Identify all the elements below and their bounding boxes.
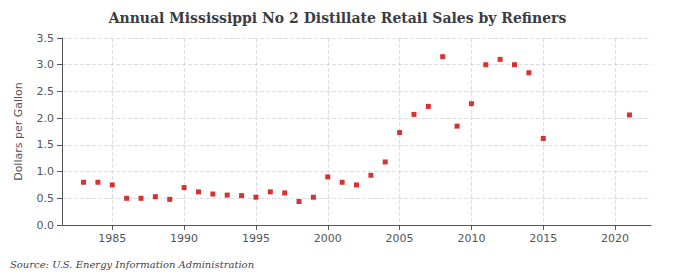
svg-text:2005: 2005 [386,232,414,245]
svg-text:3.0: 3.0 [37,58,55,71]
svg-text:2010: 2010 [457,232,485,245]
svg-text:1.0: 1.0 [37,165,55,178]
svg-text:1985: 1985 [98,232,126,245]
svg-text:2015: 2015 [529,232,557,245]
svg-text:1995: 1995 [242,232,270,245]
svg-text:Annual Mississippi No 2 Distil: Annual Mississippi No 2 Distillate Retai… [108,10,567,26]
svg-text:2020: 2020 [601,232,629,245]
svg-text:2000: 2000 [314,232,342,245]
svg-text:Dollars per Gallon: Dollars per Gallon [12,82,25,181]
svg-text:2.0: 2.0 [37,112,55,125]
svg-text:2.5: 2.5 [37,85,55,98]
svg-text:0.5: 0.5 [37,192,55,205]
svg-text:1.5: 1.5 [37,138,55,151]
svg-text:3.5: 3.5 [37,32,55,45]
svg-text:0.0: 0.0 [37,219,55,232]
svg-text:Source: U.S. Energy Informatio: Source: U.S. Energy Information Administ… [10,259,254,270]
svg-text:1990: 1990 [170,232,198,245]
